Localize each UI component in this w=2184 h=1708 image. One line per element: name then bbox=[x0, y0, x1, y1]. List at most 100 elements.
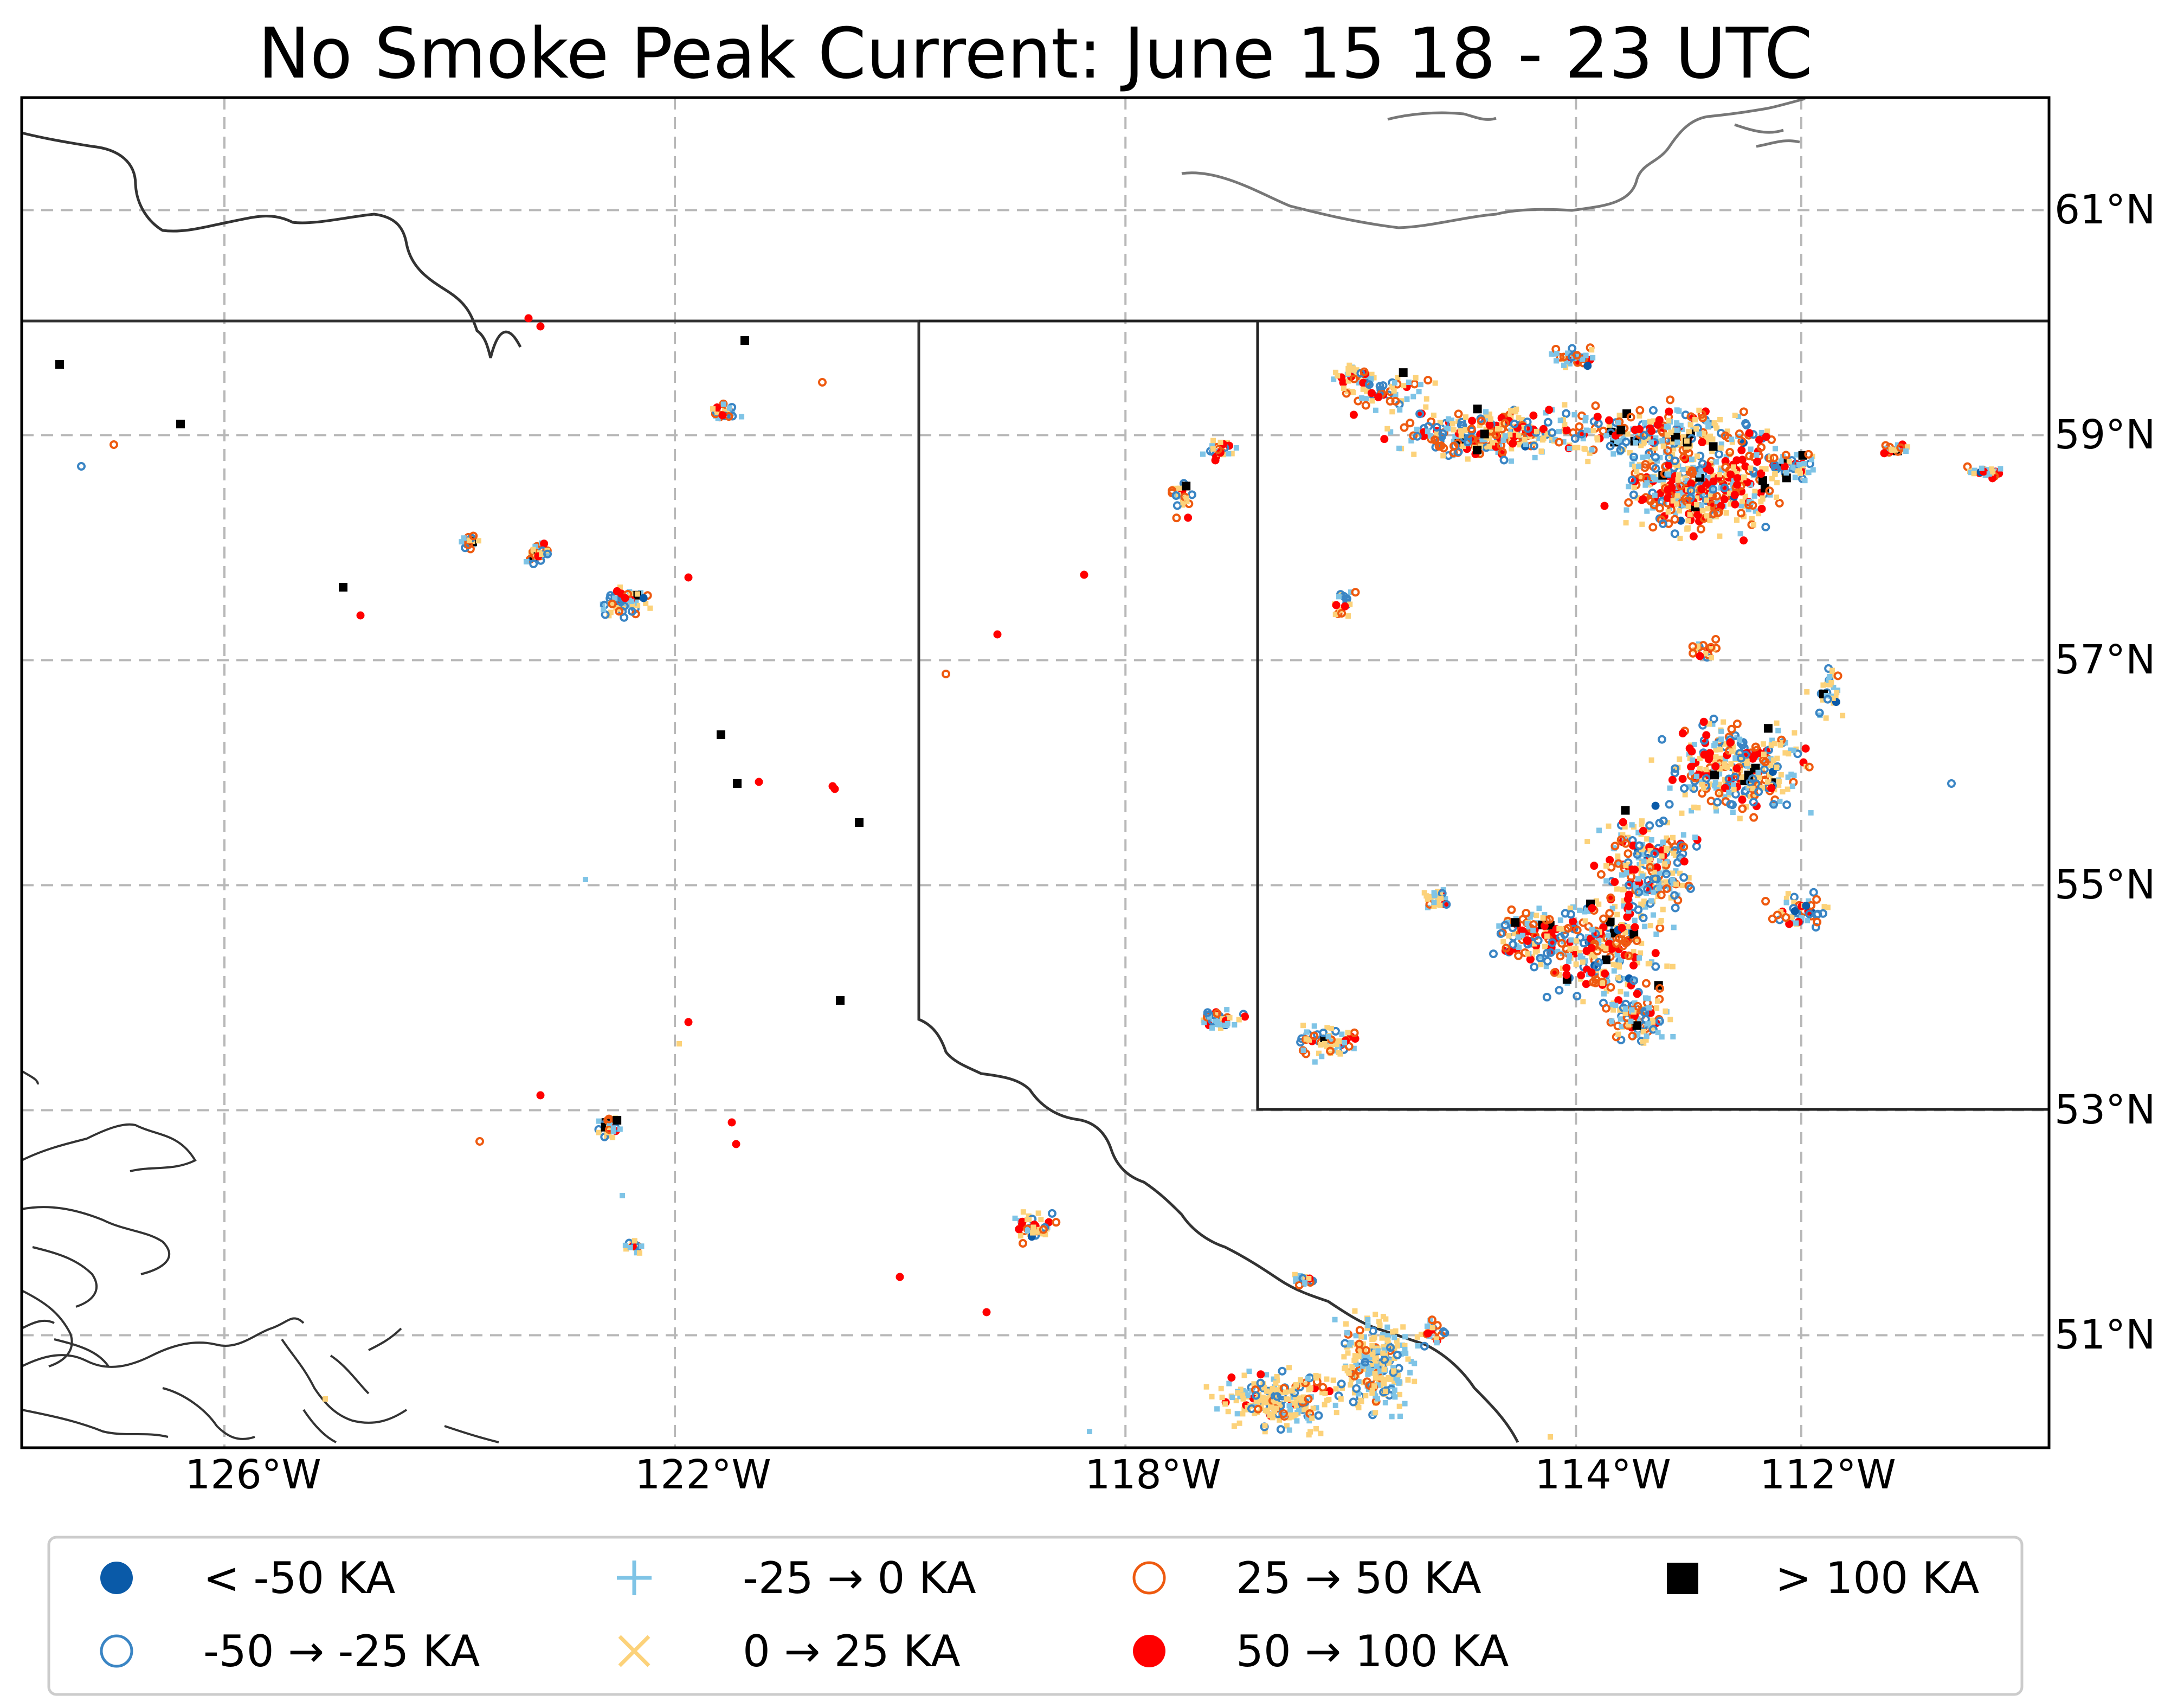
strike-marker bbox=[1219, 1395, 1225, 1401]
strike-marker bbox=[1599, 426, 1608, 435]
strike-marker bbox=[1601, 1004, 1610, 1013]
strike-marker bbox=[1616, 413, 1622, 419]
strike-marker bbox=[1729, 439, 1735, 445]
strike-marker bbox=[1619, 941, 1628, 951]
strike-marker bbox=[1808, 457, 1814, 463]
strike-marker bbox=[1785, 920, 1794, 928]
strike-marker bbox=[1273, 1380, 1279, 1386]
strike-marker bbox=[1633, 990, 1641, 998]
strike-marker bbox=[1213, 1009, 1222, 1018]
strike-marker bbox=[1241, 1407, 1247, 1412]
strike-marker bbox=[1449, 421, 1455, 427]
strike-marker bbox=[1718, 736, 1724, 742]
strike-marker bbox=[1713, 459, 1719, 465]
strike-marker bbox=[1649, 1025, 1655, 1031]
strike-marker bbox=[1562, 971, 1571, 979]
strike-marker bbox=[1623, 863, 1629, 869]
strike-marker bbox=[1324, 1044, 1330, 1050]
strike-marker bbox=[1753, 508, 1758, 514]
strike-marker bbox=[1400, 1324, 1406, 1330]
strike-marker bbox=[1567, 446, 1573, 452]
strike-marker bbox=[1615, 1031, 1621, 1037]
strike-marker bbox=[1653, 931, 1659, 937]
strike-marker bbox=[1347, 601, 1353, 607]
strike-marker bbox=[1516, 415, 1522, 421]
strike-marker bbox=[1624, 951, 1633, 960]
strike-marker bbox=[1645, 435, 1651, 441]
strike-marker bbox=[1349, 1397, 1358, 1407]
strike-marker bbox=[1702, 774, 1711, 783]
strike-marker bbox=[1331, 1026, 1341, 1036]
strike-marker bbox=[728, 412, 737, 421]
strike-marker bbox=[1791, 900, 1797, 906]
strike-marker bbox=[1659, 816, 1668, 825]
strike-marker bbox=[1801, 461, 1807, 467]
strike-marker bbox=[1644, 1033, 1650, 1039]
strike-marker bbox=[1713, 808, 1719, 814]
strike-marker bbox=[1599, 936, 1605, 942]
strike-marker bbox=[1354, 367, 1360, 373]
strike-marker bbox=[1583, 907, 1589, 913]
strike-marker bbox=[1662, 869, 1668, 875]
strike-marker bbox=[1790, 907, 1799, 915]
strike-marker bbox=[1726, 789, 1732, 795]
strike-marker bbox=[1759, 785, 1765, 791]
strike-marker bbox=[1670, 456, 1679, 465]
strike-marker bbox=[1810, 467, 1816, 473]
strike-marker bbox=[1631, 865, 1639, 874]
strike-marker bbox=[1520, 933, 1526, 939]
strike-marker bbox=[1654, 998, 1660, 1004]
strike-marker bbox=[1605, 416, 1613, 425]
strike-marker bbox=[1264, 1372, 1270, 1378]
strike-marker bbox=[1326, 1035, 1336, 1044]
strike-marker bbox=[1686, 875, 1692, 881]
strike-marker bbox=[1310, 1405, 1316, 1411]
hollow-circle-icon bbox=[100, 1634, 133, 1668]
strike-marker bbox=[1514, 951, 1523, 960]
strike-marker bbox=[1246, 1369, 1252, 1375]
strike-marker bbox=[524, 314, 533, 323]
strike-marker bbox=[1769, 800, 1778, 809]
strike-marker bbox=[1504, 916, 1510, 922]
strike-marker bbox=[1640, 883, 1646, 889]
strike-marker bbox=[1732, 755, 1738, 761]
strike-marker bbox=[1380, 1314, 1386, 1320]
strike-marker bbox=[1759, 466, 1765, 472]
strike-marker bbox=[617, 584, 623, 590]
strike-marker bbox=[1722, 741, 1728, 747]
strike-marker bbox=[1483, 417, 1489, 423]
strike-marker bbox=[1333, 1410, 1339, 1416]
strike-marker bbox=[1730, 744, 1736, 750]
strike-marker bbox=[1305, 1376, 1311, 1382]
strike-marker bbox=[1397, 1414, 1403, 1420]
strike-marker bbox=[1676, 508, 1682, 514]
strike-marker bbox=[1670, 768, 1679, 778]
strike-marker bbox=[1293, 1412, 1299, 1418]
strike-marker bbox=[1788, 772, 1794, 778]
strike-marker bbox=[1691, 741, 1697, 747]
strike-marker bbox=[1361, 1346, 1370, 1355]
strike-marker bbox=[1979, 465, 1985, 471]
strike-marker bbox=[1689, 808, 1695, 814]
strike-marker bbox=[1726, 739, 1735, 747]
strike-marker bbox=[1388, 429, 1394, 435]
strike-marker bbox=[1712, 783, 1718, 789]
strike-marker bbox=[1463, 426, 1468, 432]
strike-marker bbox=[1805, 762, 1814, 772]
strike-marker bbox=[1634, 888, 1644, 897]
strike-marker bbox=[1326, 1046, 1335, 1056]
strike-marker bbox=[1350, 1371, 1359, 1380]
strike-marker bbox=[1369, 1388, 1375, 1394]
strike-marker bbox=[1641, 439, 1647, 445]
strike-marker bbox=[1986, 471, 1992, 477]
strike-marker bbox=[1738, 774, 1744, 780]
strike-marker bbox=[1640, 463, 1650, 472]
strike-marker bbox=[1629, 452, 1639, 461]
strike-marker bbox=[1382, 1388, 1388, 1394]
strike-marker bbox=[1736, 414, 1742, 420]
strike-marker bbox=[1684, 438, 1690, 444]
strike-marker bbox=[1648, 523, 1658, 532]
strike-marker bbox=[1736, 736, 1742, 742]
strike-marker bbox=[1361, 1334, 1367, 1340]
strike-marker bbox=[1767, 784, 1776, 793]
